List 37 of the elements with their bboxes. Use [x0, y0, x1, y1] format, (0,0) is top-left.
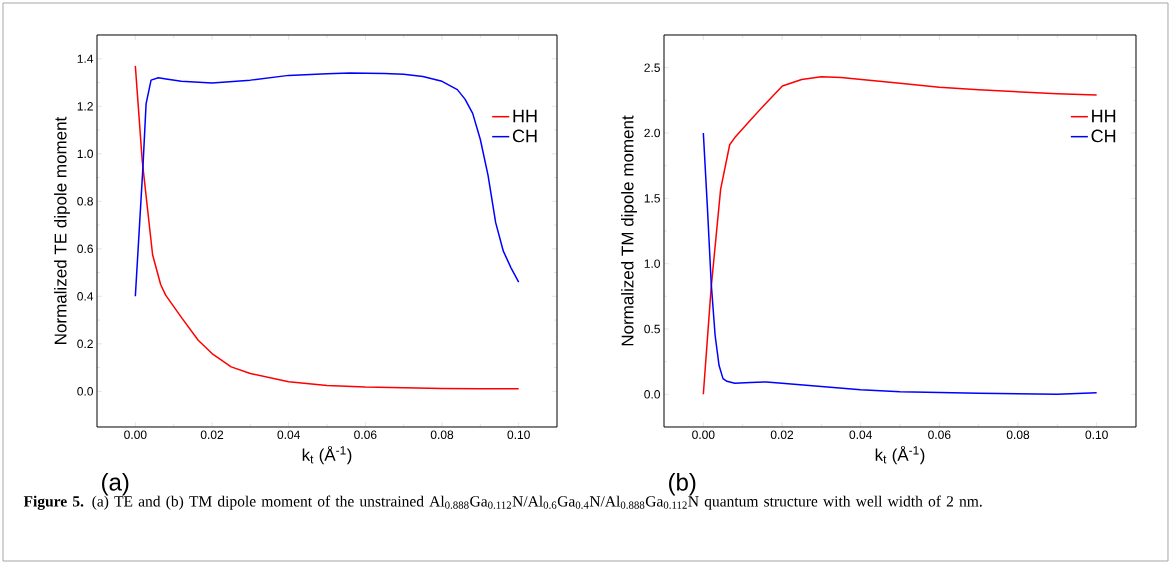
y-tick-label: 0.0: [644, 390, 661, 399]
legend-label: CH: [1091, 129, 1116, 143]
y-tick-label: 0.0: [77, 387, 94, 396]
x-tick-label: 0.00: [692, 430, 715, 440]
x-tick-label: 0.10: [1085, 430, 1108, 440]
y-axis-title: Normalized TE dipole moment: [54, 116, 70, 344]
y-axis-title: Normalized TM dipole moment: [621, 115, 637, 346]
x-tick-label: 0.06: [928, 430, 951, 440]
legend-label: HH: [1092, 109, 1116, 123]
y-tick-label: 1.2: [77, 102, 93, 111]
text: (a): [102, 473, 129, 496]
x-tick-label: 0.10: [507, 430, 530, 440]
text: (b): [669, 473, 696, 496]
text: Figure 5. (a) TE and (b) TM dipole moment of the unstrained Al$_{0.888}$Ga$_{0.112}$N/Al$_{0.6}$Ga$_{0.4}$N/Al$_{0.888}$Ga$_{0.112}$N quantum structure with well width of 2 nm.: [23, 495, 982, 510]
x-tick-label: 0.04: [277, 430, 300, 440]
x-tick-label: 0.08: [430, 430, 454, 440]
legend-label: CH: [512, 129, 537, 143]
x-axis-title: k$_{t}$ (Å$^{-1}$): [875, 445, 925, 465]
y-tick-label: 0.2: [77, 339, 93, 349]
y-tick-label: 0.6: [77, 244, 93, 254]
x-tick-label: 0.04: [849, 430, 872, 440]
y-tick-label: 0.4: [77, 292, 94, 301]
y-tick-label: 1.0: [77, 149, 94, 159]
y-tick-label: 2.0: [644, 128, 661, 138]
y-tick-label: 1.5: [644, 194, 660, 203]
x-tick-label: 0.02: [770, 430, 794, 440]
y-tick-label: 2.5: [644, 63, 660, 72]
x-tick-label: 0.02: [200, 430, 224, 440]
y-tick-label: 1.4: [77, 54, 94, 63]
x-axis-title: k$_{t}$ (Å$^{-1}$): [302, 445, 352, 465]
y-tick-label: 1.0: [644, 259, 661, 268]
y-tick-label: 0.5: [644, 324, 660, 334]
x-tick-label: 0.00: [124, 430, 147, 440]
x-tick-label: 0.08: [1006, 430, 1030, 440]
legend-label: HH: [513, 109, 537, 123]
y-tick-label: 0.8: [77, 197, 93, 206]
x-tick-label: 0.06: [354, 430, 377, 440]
